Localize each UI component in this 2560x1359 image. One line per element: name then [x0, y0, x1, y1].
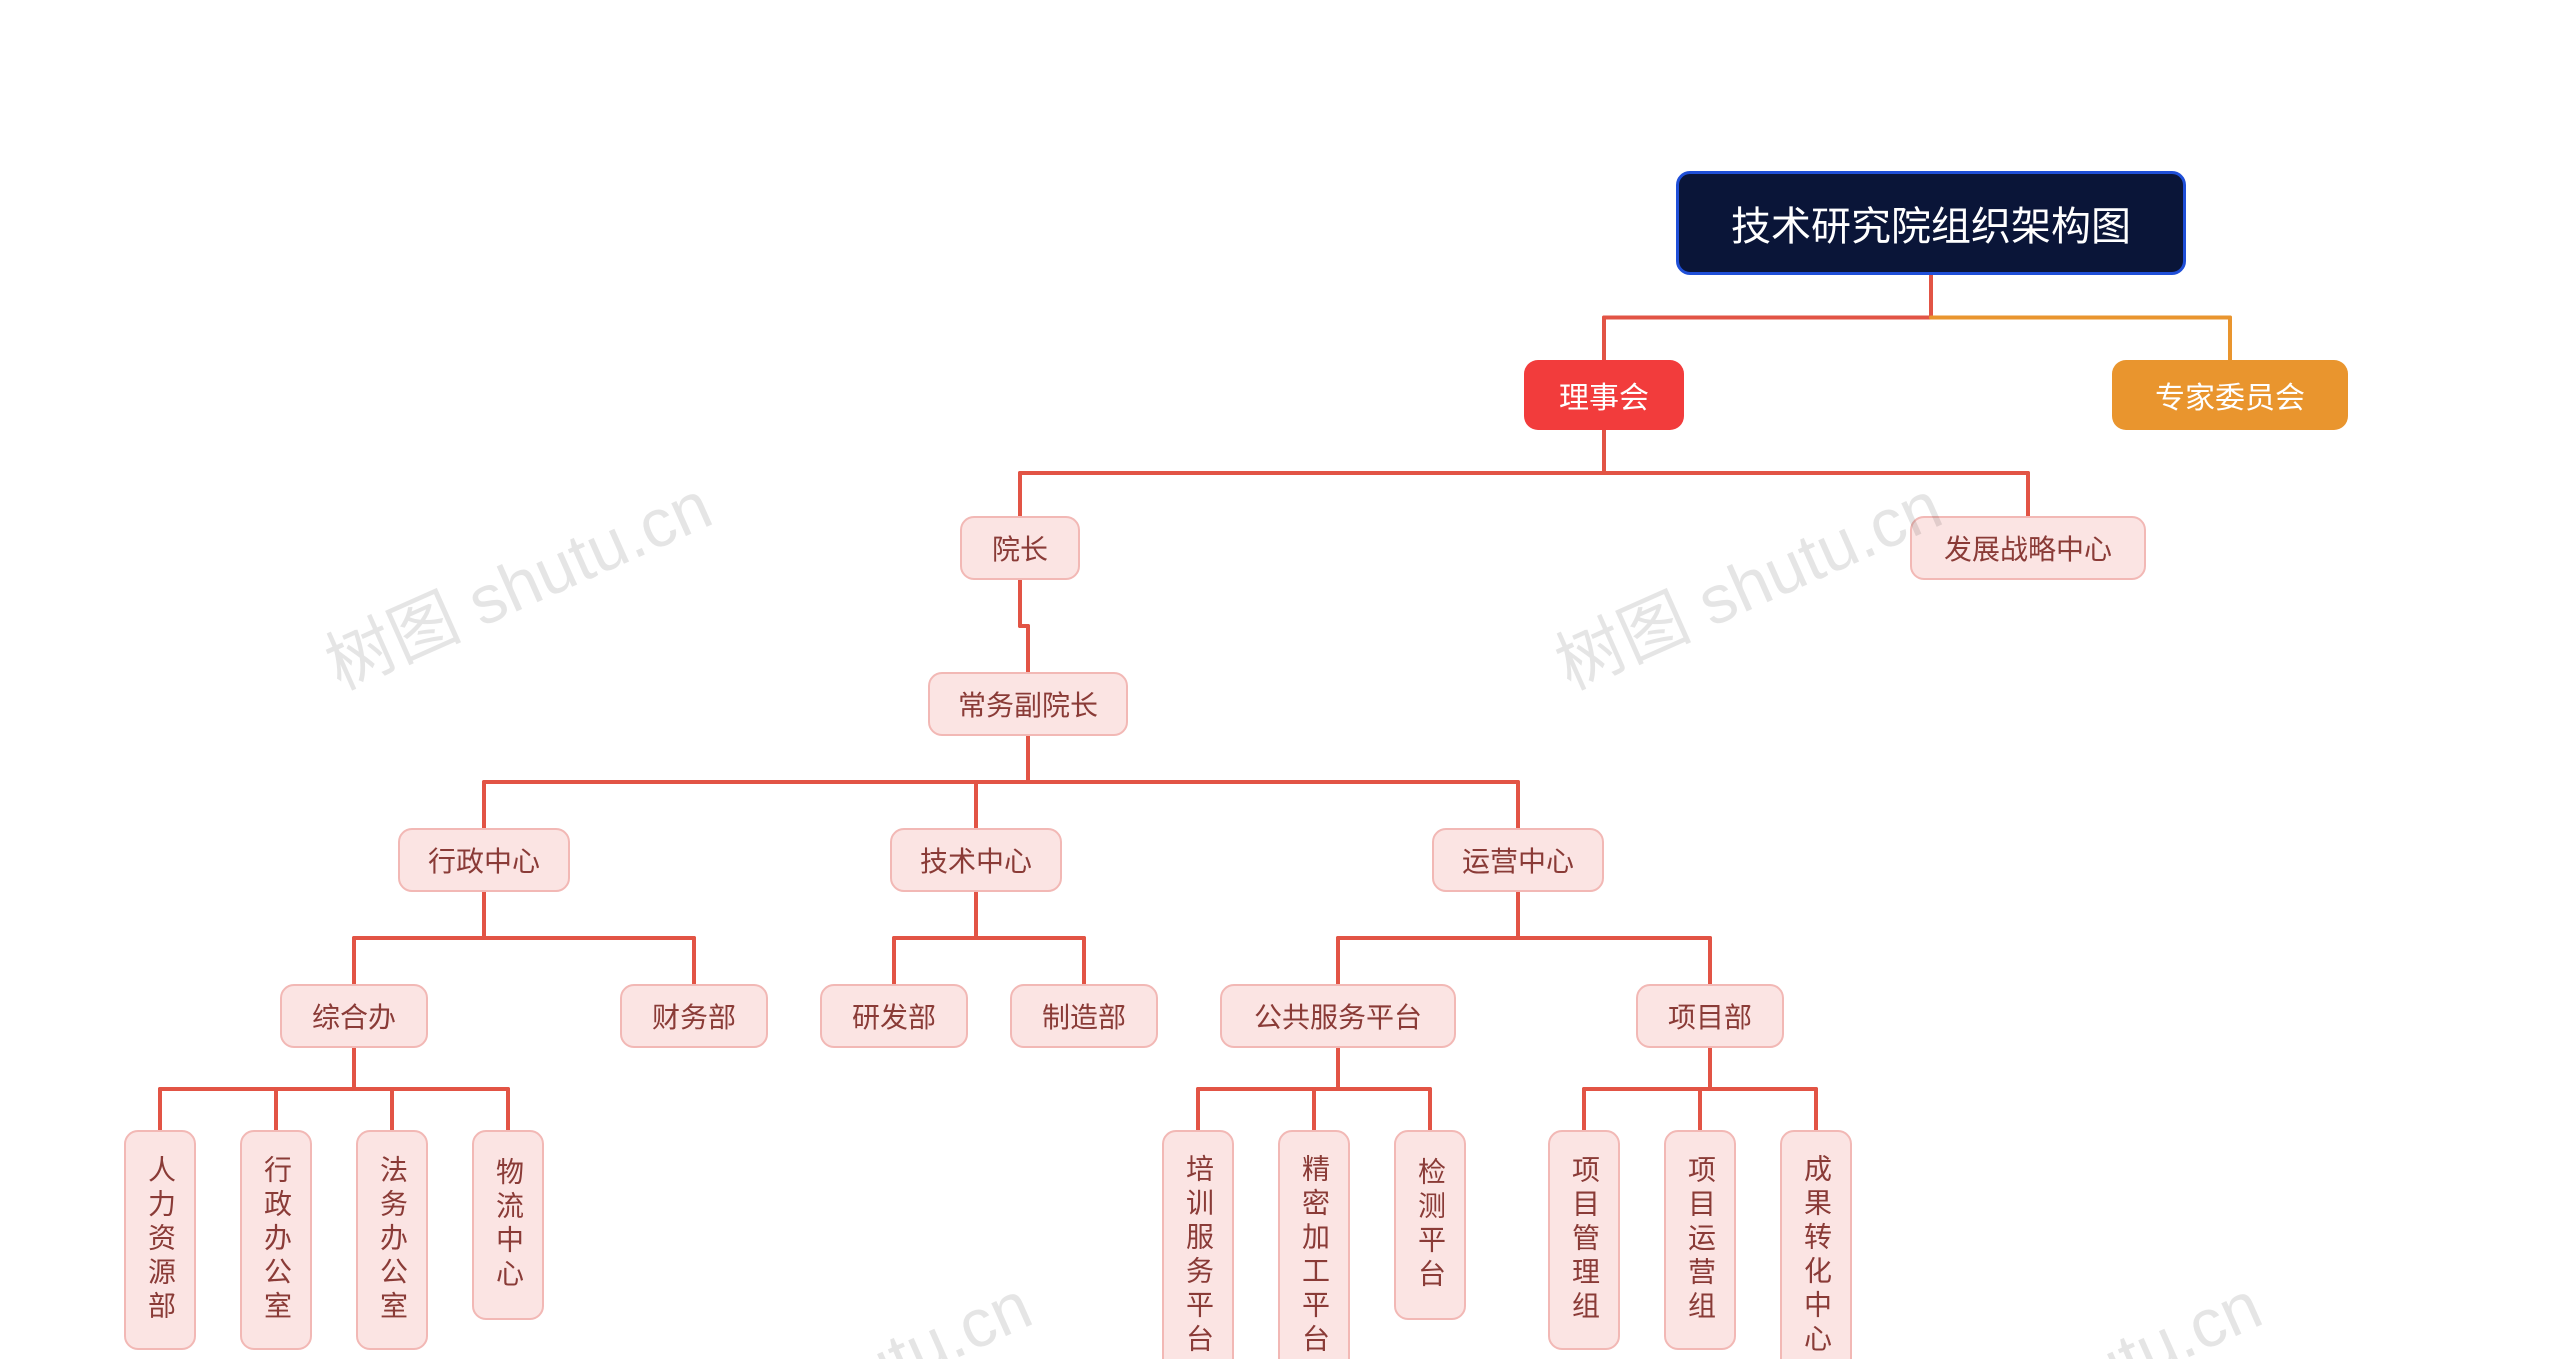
org-node-n_pub: 公共服务平台: [1220, 984, 1456, 1048]
org-node-n_xmgl: 项目管理组: [1548, 1130, 1620, 1350]
org-node-n_dean: 院长: [960, 516, 1080, 580]
org-node-n_strat: 发展战略中心: [1910, 516, 2146, 580]
org-node-n_hr: 人力资源部: [124, 1130, 196, 1350]
org-node-n_expert: 专家委员会: [2112, 360, 2348, 430]
org-node-n_fwb: 法务办公室: [356, 1130, 428, 1350]
org-node-n_wl: 物流中心: [472, 1130, 544, 1320]
org-node-n_tech: 技术中心: [890, 828, 1062, 892]
org-node-n_ops: 运营中心: [1432, 828, 1604, 892]
org-node-n_rd: 研发部: [820, 984, 968, 1048]
org-node-n_admin: 行政中心: [398, 828, 570, 892]
org-node-n_jm: 精密加工平台: [1278, 1130, 1350, 1359]
org-node-n_mfg: 制造部: [1010, 984, 1158, 1048]
org-node-n_jc: 检测平台: [1394, 1130, 1466, 1320]
org-node-n_council: 理事会: [1524, 360, 1684, 430]
org-node-n_px: 培训服务平台: [1162, 1130, 1234, 1359]
org-node-n_cgzh: 成果转化中心: [1780, 1130, 1852, 1359]
org-node-n_xmyy: 项目运营组: [1664, 1130, 1736, 1350]
org-node-n_zhb: 综合办: [280, 984, 428, 1048]
org-node-n_xzb: 行政办公室: [240, 1130, 312, 1350]
org-node-n_proj: 项目部: [1636, 984, 1784, 1048]
org-node-n_vdean: 常务副院长: [928, 672, 1128, 736]
org-node-n_fin: 财务部: [620, 984, 768, 1048]
org-node-root: 技术研究院组织架构图: [1676, 171, 2186, 275]
